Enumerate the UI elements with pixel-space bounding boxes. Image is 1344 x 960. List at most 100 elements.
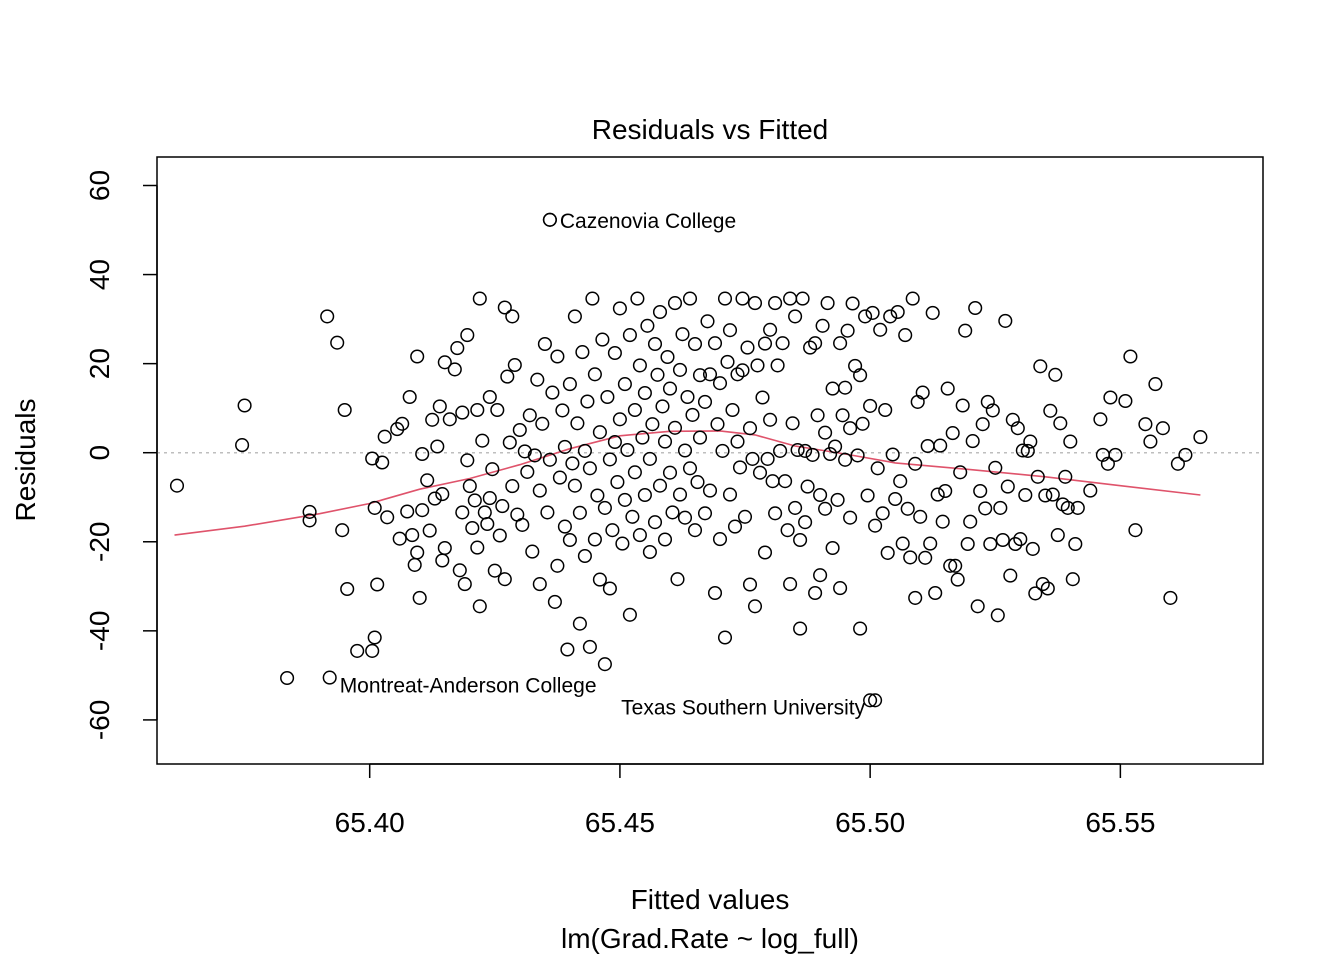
- residual-point: [562, 377, 577, 392]
- residual-point: [465, 520, 480, 536]
- residual-point: [975, 417, 990, 432]
- residual-point: [838, 380, 853, 395]
- residual-point: [505, 479, 520, 494]
- residual-point: [798, 515, 813, 530]
- residual-point: [340, 581, 355, 597]
- residual-point: [828, 439, 843, 454]
- residual-point: [915, 385, 930, 400]
- residual-point: [415, 446, 430, 462]
- residual-point: [617, 377, 632, 392]
- residual-point: [485, 462, 500, 477]
- residual-point: [687, 523, 703, 538]
- residual-point: [405, 528, 420, 543]
- residual-point: [630, 291, 645, 306]
- residual-point: [1018, 487, 1033, 503]
- residual-point: [940, 381, 955, 396]
- residual-point: [545, 385, 560, 400]
- residual-point: [447, 362, 462, 377]
- residual-point: [890, 304, 905, 320]
- residual-point: [788, 309, 803, 324]
- residual-point: [350, 643, 365, 658]
- residual-point: [567, 309, 582, 324]
- residual-point: [873, 322, 888, 337]
- residual-point: [1040, 581, 1055, 596]
- residual-point: [592, 572, 607, 587]
- residual-point: [722, 487, 738, 502]
- residual-point: [420, 473, 435, 488]
- residual-point: [1003, 568, 1018, 583]
- residual-point: [602, 452, 617, 467]
- residual-point: [808, 585, 823, 601]
- residual-point: [830, 492, 845, 507]
- x-tick-label: 65.55: [1085, 807, 1155, 838]
- residual-point: [838, 452, 853, 467]
- residual-point: [923, 536, 938, 551]
- residual-point: [732, 460, 748, 475]
- residual-point: [793, 532, 808, 548]
- residual-point: [622, 607, 637, 622]
- residual-point: [965, 434, 980, 449]
- residual-point: [815, 318, 830, 333]
- residual-point: [757, 545, 773, 560]
- residual-point: [793, 621, 808, 636]
- residual-point: [930, 487, 945, 502]
- x-tick-label: 65.45: [585, 807, 655, 838]
- residual-point: [855, 416, 870, 431]
- residual-point: [675, 327, 690, 342]
- residual-point: [500, 369, 515, 384]
- residual-point: [885, 447, 900, 462]
- residual-point: [953, 465, 968, 480]
- residual-point: [883, 309, 898, 324]
- residual-point: [302, 513, 317, 528]
- residual-point: [637, 385, 652, 401]
- residual-point: [597, 657, 612, 672]
- residual-point: [380, 510, 395, 525]
- residual-point: [1033, 359, 1048, 374]
- residual-point: [647, 515, 663, 530]
- residual-point: [712, 376, 728, 391]
- residual-point: [532, 577, 547, 592]
- y-axis: -60 -40 -20 0 20 40 60: [84, 170, 158, 740]
- residual-point: [627, 465, 642, 480]
- outlier-label: Texas Southern University: [621, 696, 865, 719]
- residual-point: [335, 523, 350, 538]
- residual-point: [697, 506, 713, 521]
- residual-point: [1058, 469, 1073, 484]
- residual-point: [1015, 443, 1030, 458]
- residual-point: [422, 523, 437, 538]
- residual-point: [557, 439, 572, 454]
- residual-point: [610, 475, 625, 490]
- residual-point: [998, 313, 1013, 328]
- residual-point: [492, 528, 507, 543]
- residual-point: [1148, 377, 1163, 392]
- residual-point: [320, 309, 335, 324]
- residual-point: [482, 389, 497, 405]
- residual-point: [642, 544, 657, 560]
- residual-point: [993, 500, 1008, 515]
- residual-point: [707, 585, 723, 601]
- residual-point: [632, 528, 647, 543]
- residual-point: [605, 523, 620, 538]
- residual-point: [700, 314, 715, 329]
- residual-point: [1008, 536, 1023, 552]
- residual-point: [577, 548, 592, 564]
- residual-point: [237, 398, 252, 413]
- residual-point: [1118, 393, 1133, 409]
- residual-point: [280, 670, 295, 686]
- residual-point: [452, 563, 467, 578]
- residual-point: [600, 389, 615, 405]
- residual-point: [602, 581, 617, 596]
- residual-point: [788, 500, 803, 515]
- residual-point: [1170, 456, 1185, 471]
- residual-point: [615, 536, 630, 551]
- residual-point: [860, 488, 875, 503]
- residual-point: [1030, 469, 1045, 484]
- residual-point: [825, 540, 840, 556]
- residual-point: [455, 405, 470, 420]
- residual-point: [978, 501, 993, 516]
- residual-point: [1123, 349, 1138, 364]
- residual-point: [495, 499, 510, 514]
- residual-point: [757, 336, 773, 351]
- residual-point: [450, 341, 465, 356]
